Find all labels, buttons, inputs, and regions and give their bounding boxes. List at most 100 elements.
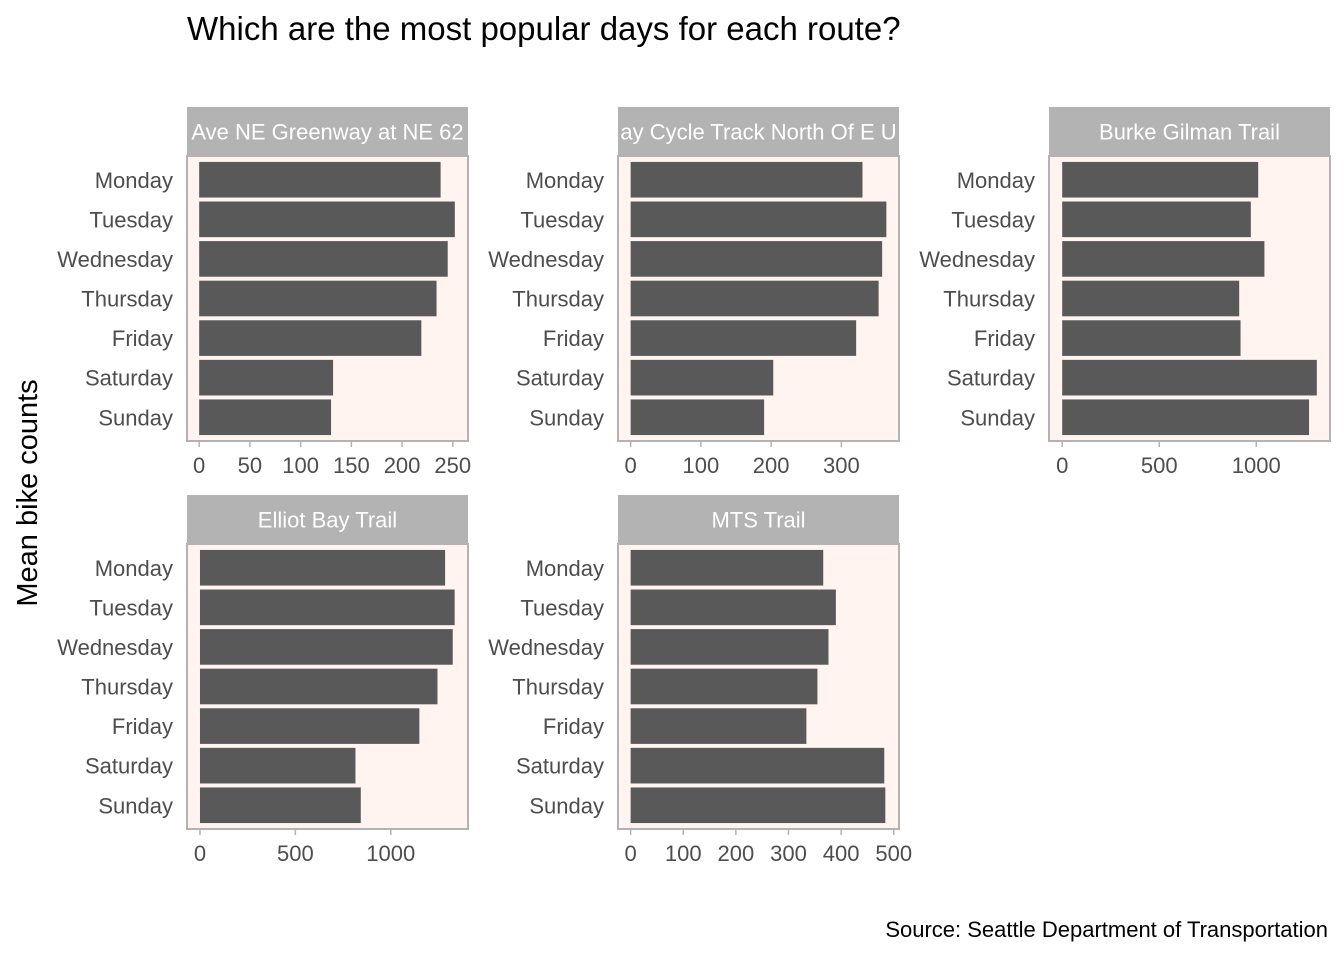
facet-strip: [618, 495, 899, 544]
x-tick-label: 200: [384, 453, 421, 478]
bar: [1062, 359, 1317, 396]
y-tick-label: Wednesday: [57, 635, 173, 660]
y-tick-label: Thursday: [81, 675, 173, 700]
chart-title: Which are the most popular days for each…: [187, 10, 901, 47]
bar: [199, 549, 446, 586]
bar: [199, 747, 356, 784]
y-tick-label: Friday: [974, 326, 1035, 351]
bar: [630, 359, 774, 396]
bar: [1062, 201, 1251, 238]
x-tick-label: 300: [823, 453, 860, 478]
y-tick-label: Saturday: [947, 366, 1035, 391]
x-tick-label: 100: [683, 453, 720, 478]
bar: [199, 359, 334, 396]
bar: [199, 787, 361, 824]
y-tick-label: Sunday: [98, 793, 173, 818]
facet-panel: Ave NE Greenway at NE 62 Monday Tuesday Wed…: [57, 107, 471, 478]
bar: [199, 241, 448, 277]
y-tick-label: Saturday: [516, 366, 604, 391]
x-tick-label: 500: [277, 841, 314, 866]
bar: [630, 589, 836, 626]
y-tick-label: Tuesday: [520, 595, 604, 620]
bar: [630, 747, 885, 784]
y-tick-label: Wednesday: [488, 635, 604, 660]
x-tick-label: 1000: [366, 841, 415, 866]
bar: [630, 708, 807, 744]
bar: [630, 399, 765, 436]
y-tick-label: Thursday: [81, 287, 173, 312]
bar: [1062, 161, 1259, 198]
y-tick-label: Thursday: [943, 287, 1035, 312]
y-tick-label: Thursday: [512, 675, 604, 700]
bar: [1062, 399, 1310, 436]
x-tick-label: 400: [823, 841, 860, 866]
facet-strip-label: MTS Trail: [711, 508, 805, 533]
bar: [630, 668, 818, 705]
facet-panel: Burke Gilman Trail Monday Tuesday Wednesday…: [919, 107, 1331, 478]
source-caption: Source: Seattle Department of Transporta…: [885, 917, 1328, 942]
x-tick-label: 150: [333, 453, 370, 478]
bar: [1062, 241, 1265, 277]
facet-strip-label: Burke Gilman Trail: [1099, 120, 1280, 145]
x-tick-label: 250: [434, 453, 471, 478]
y-tick-label: Saturday: [516, 754, 604, 779]
bar: [199, 668, 438, 705]
bar: [199, 201, 455, 238]
y-tick-label: Monday: [957, 168, 1035, 193]
x-tick-label: 0: [625, 453, 637, 478]
y-tick-label: Wednesday: [919, 247, 1035, 272]
y-tick-label: Friday: [543, 714, 604, 739]
y-tick-label: Friday: [112, 326, 173, 351]
y-tick-label: Tuesday: [89, 207, 173, 232]
bar: [199, 280, 437, 317]
facet-strip: [618, 107, 899, 156]
bar: [630, 241, 883, 277]
bar: [199, 399, 332, 436]
facet-strip-label: Ave NE Greenway at NE 62: [191, 120, 463, 145]
x-tick-label: 500: [1141, 453, 1178, 478]
facet-strip: [187, 107, 468, 156]
y-tick-label: Monday: [526, 556, 604, 581]
x-tick-label: 50: [238, 453, 262, 478]
y-tick-label: Sunday: [98, 405, 173, 430]
x-tick-label: 100: [282, 453, 319, 478]
facet-panels: Ave NE Greenway at NE 62 Monday Tuesday Wed…: [57, 107, 1331, 866]
y-tick-label: Wednesday: [488, 247, 604, 272]
x-tick-label: 500: [875, 841, 912, 866]
y-tick-label: Monday: [95, 168, 173, 193]
bar: [199, 320, 422, 356]
y-tick-label: Wednesday: [57, 247, 173, 272]
y-tick-label: Monday: [526, 168, 604, 193]
bar: [630, 787, 886, 824]
bar: [630, 629, 829, 665]
bar: [199, 629, 453, 665]
facet-strip: [187, 495, 468, 544]
y-tick-label: Tuesday: [89, 595, 173, 620]
facet-panel: ay Cycle Track North Of E U Monday Tuesday…: [488, 107, 900, 478]
y-tick-label: Saturday: [85, 754, 173, 779]
bar: [630, 320, 857, 356]
y-tick-label: Thursday: [512, 287, 604, 312]
x-tick-label: 200: [753, 453, 790, 478]
x-tick-label: 200: [718, 841, 755, 866]
bar: [630, 280, 879, 317]
y-tick-label: Saturday: [85, 366, 173, 391]
y-tick-label: Sunday: [529, 405, 604, 430]
bar: [1062, 280, 1240, 317]
y-axis-label: Mean bike counts: [12, 379, 44, 606]
y-tick-label: Tuesday: [520, 207, 604, 232]
x-tick-label: 100: [665, 841, 702, 866]
bar: [630, 549, 824, 586]
y-tick-label: Monday: [95, 556, 173, 581]
x-tick-label: 0: [194, 841, 206, 866]
bar: [630, 161, 863, 198]
x-tick-label: 0: [193, 453, 205, 478]
x-tick-label: 0: [1056, 453, 1068, 478]
bar: [1062, 320, 1241, 356]
facet-panel: MTS Trail Monday Tuesday Wednesday Thursday F…: [488, 495, 912, 866]
y-tick-label: Sunday: [529, 793, 604, 818]
x-tick-label: 1000: [1232, 453, 1281, 478]
y-tick-label: Friday: [543, 326, 604, 351]
bar: [199, 708, 420, 744]
